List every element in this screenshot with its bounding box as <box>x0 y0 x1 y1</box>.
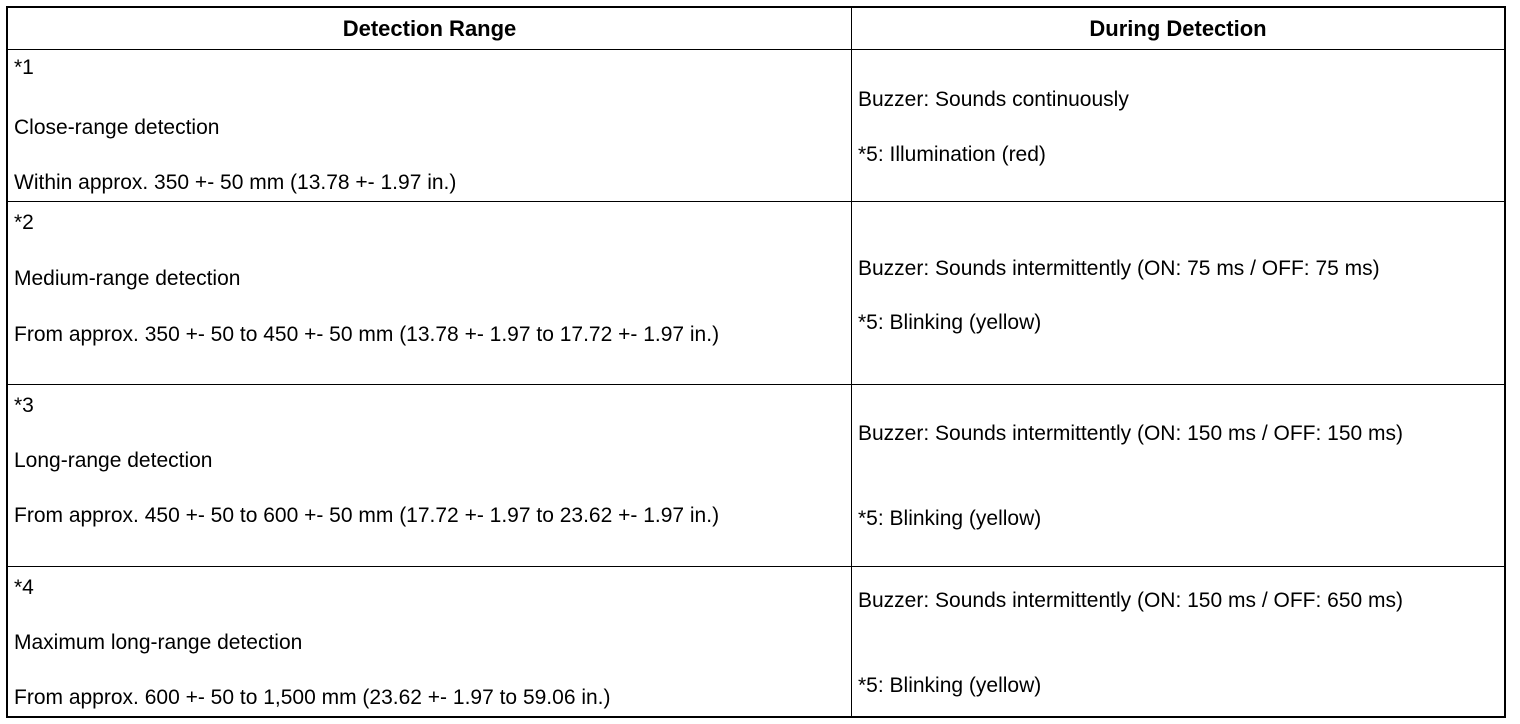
header-during-detection: During Detection <box>851 8 1504 49</box>
range-marker: *4 <box>14 576 34 599</box>
table-row: *2 Medium-range detection From approx. 3… <box>8 201 1504 384</box>
range-name: Medium-range detection <box>14 267 241 290</box>
indicator-text: *5: Illumination (red) <box>858 143 1046 166</box>
table-row: *3 Long-range detection From approx. 450… <box>8 384 1504 566</box>
header-detection-range: Detection Range <box>342 15 517 41</box>
detection-table: Detection Range During Detection *1 Clos… <box>6 6 1506 718</box>
range-name: Long-range detection <box>14 449 213 472</box>
range-value: From approx. 450 +- 50 to 600 +- 50 mm (… <box>14 504 720 527</box>
range-value: Within approx. 350 +- 50 mm (13.78 +- 1.… <box>14 171 457 194</box>
table-row: *1 Close-range detection Within approx. … <box>8 49 1504 201</box>
buzzer-text: Buzzer: Sounds intermittently (ON: 150 m… <box>858 589 1404 612</box>
buzzer-text: Buzzer: Sounds continuously <box>858 88 1129 111</box>
range-value: From approx. 600 +- 50 to 1,500 mm (23.6… <box>14 686 611 709</box>
range-name: Maximum long-range detection <box>14 631 303 654</box>
range-value: From approx. 350 +- 50 to 450 +- 50 mm (… <box>14 323 720 346</box>
range-marker: *2 <box>14 211 34 234</box>
buzzer-text: Buzzer: Sounds intermittently (ON: 150 m… <box>858 422 1404 445</box>
table-row: *4 Maximum long-range detection From app… <box>8 566 1504 716</box>
range-marker: *3 <box>14 394 34 417</box>
during-detection-cell: Buzzer: Sounds intermittently (ON: 75 ms… <box>851 202 1504 384</box>
indicator-text: *5: Blinking (yellow) <box>858 674 1042 697</box>
range-marker: *1 <box>14 56 34 79</box>
indicator-text: *5: Blinking (yellow) <box>858 311 1042 334</box>
table-header-row: Detection Range During Detection <box>8 8 1504 49</box>
buzzer-text: Buzzer: Sounds intermittently (ON: 75 ms… <box>858 257 1380 280</box>
during-detection-cell: Buzzer: Sounds intermittently (ON: 150 m… <box>851 385 1504 566</box>
detection-range-cell: *1 Close-range detection Within approx. … <box>8 50 851 201</box>
indicator-text: *5: Blinking (yellow) <box>858 507 1042 530</box>
detection-range-cell: *4 Maximum long-range detection From app… <box>8 567 851 716</box>
during-detection-cell: Buzzer: Sounds intermittently (ON: 150 m… <box>851 567 1504 716</box>
detection-range-cell: *2 Medium-range detection From approx. 3… <box>8 202 851 384</box>
range-name: Close-range detection <box>14 116 220 139</box>
detection-range-cell: *3 Long-range detection From approx. 450… <box>8 385 851 566</box>
during-detection-cell: Buzzer: Sounds continuously *5: Illumina… <box>851 50 1504 201</box>
